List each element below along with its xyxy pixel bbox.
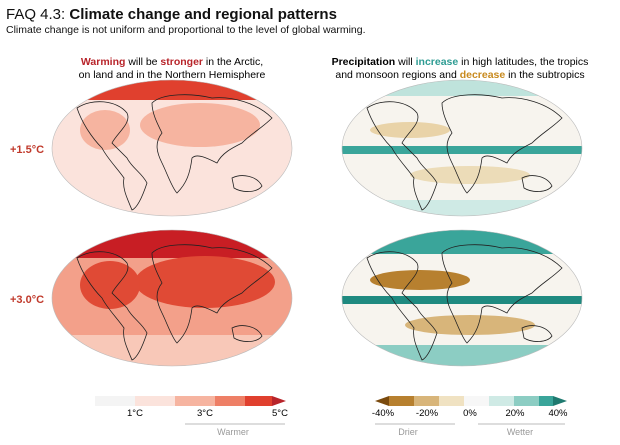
heading-segment: Precipitation xyxy=(331,56,396,68)
row-label: +1.5°C xyxy=(10,144,45,156)
heading-segment: in the Arctic, xyxy=(203,56,264,68)
heading-line: Warming will be stronger in the Arctic, xyxy=(32,56,312,69)
title-text: Climate change and regional patterns xyxy=(69,6,337,23)
heading-segment: on land and in the Northern Hemisphere xyxy=(78,69,266,81)
figure-title: FAQ 4.3: Climate change and regional pat… xyxy=(6,6,337,23)
heading-segment: increase xyxy=(415,56,459,68)
legend-caption: Drier xyxy=(398,427,418,437)
figure-label: FAQ 4.3: xyxy=(6,6,66,23)
legend-tick: 0% xyxy=(463,408,477,419)
heading-line: on land and in the Northern Hemisphere xyxy=(32,69,312,82)
legend-tick: 3°C xyxy=(197,408,213,419)
legend-tick: -40% xyxy=(371,408,395,419)
heading-segment: Warming xyxy=(80,56,126,68)
heading-segment: decrease xyxy=(459,69,506,81)
precipitation-heading: Precipitation will increase in high lati… xyxy=(320,56,600,82)
legend-caption: Wetter xyxy=(506,427,534,437)
legend-tick: -20% xyxy=(415,408,439,419)
heading-segment: will be xyxy=(125,56,161,68)
map-warming-1-5 xyxy=(52,80,292,216)
heading-segment: stronger xyxy=(160,56,204,68)
legend-tick: 40% xyxy=(548,408,568,419)
legend-tick: 20% xyxy=(505,408,525,419)
heading-line: and monsoon regions and decrease in the … xyxy=(320,69,600,82)
map-precipitation-3-0 xyxy=(342,230,582,366)
subtitle: Climate change is not uniform and propor… xyxy=(6,24,366,36)
heading-segment: in the subtropics xyxy=(505,69,585,81)
precipitation-colorbar xyxy=(375,396,567,425)
heading-segment: in high latitudes, the tropics xyxy=(458,56,589,68)
temperature-colorbar xyxy=(95,396,286,425)
temperature-heading: Warming will be stronger in the Arctic, o… xyxy=(32,56,312,82)
legend-tick: 5°C xyxy=(272,408,288,419)
legend-caption: Warmer xyxy=(217,427,249,437)
heading-segment: and monsoon regions and xyxy=(335,69,460,81)
heading-line: Precipitation will increase in high lati… xyxy=(320,56,600,69)
heading-segment: will xyxy=(395,56,416,68)
map-warming-3-0 xyxy=(52,230,292,366)
legend-tick: 1°C xyxy=(127,408,143,419)
map-precipitation-1-5 xyxy=(342,80,582,216)
row-label: +3.0°C xyxy=(10,294,45,306)
